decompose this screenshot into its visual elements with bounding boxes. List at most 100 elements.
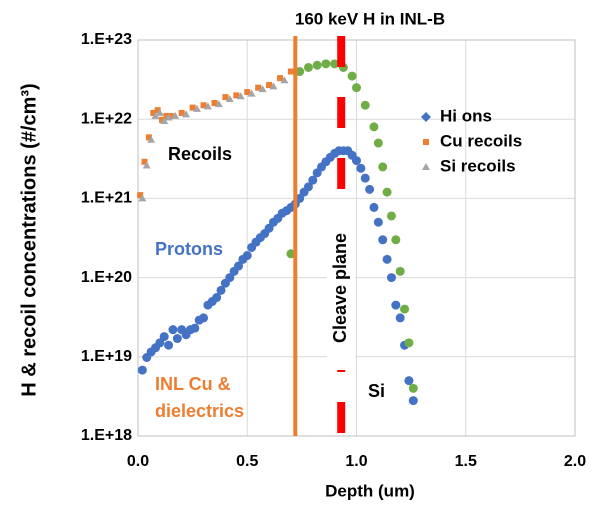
plot-frame xyxy=(137,39,576,437)
marker xyxy=(182,110,191,118)
marker xyxy=(295,193,305,203)
marker xyxy=(400,304,410,314)
marker xyxy=(247,89,256,97)
legend-label: Cu recoils xyxy=(440,131,522,150)
marker xyxy=(404,376,414,386)
marker xyxy=(192,104,201,112)
marker xyxy=(303,182,313,192)
marker xyxy=(369,202,379,212)
y-tick-label: 1.E+19 xyxy=(81,348,132,365)
marker xyxy=(321,59,331,69)
marker xyxy=(234,261,244,271)
marker xyxy=(269,82,278,90)
marker xyxy=(214,100,223,108)
legend-label: Hi ons xyxy=(440,106,492,125)
marker xyxy=(178,109,185,116)
marker xyxy=(422,163,430,170)
marker xyxy=(277,75,284,82)
marker xyxy=(203,102,212,110)
marker xyxy=(408,383,418,393)
marker xyxy=(373,138,383,148)
x-tick-label: 0.5 xyxy=(236,453,258,470)
marker xyxy=(168,325,178,335)
y-tick-label: 1.E+18 xyxy=(81,427,132,444)
marker xyxy=(142,161,151,169)
marker xyxy=(141,158,148,165)
marker xyxy=(266,82,273,89)
marker xyxy=(369,122,379,132)
marker xyxy=(199,313,209,323)
marker xyxy=(312,60,322,70)
marker xyxy=(258,85,267,93)
annotation: Recoils xyxy=(168,144,232,164)
marker xyxy=(244,89,251,96)
marker xyxy=(171,111,180,119)
marker xyxy=(137,192,144,199)
marker xyxy=(167,112,174,119)
marker xyxy=(395,313,405,323)
marker xyxy=(378,162,388,172)
marker xyxy=(151,111,160,119)
marker xyxy=(233,92,240,99)
marker xyxy=(280,76,289,84)
marker xyxy=(423,139,429,145)
marker xyxy=(378,235,388,245)
y-tick-label: 1.E+23 xyxy=(81,31,132,48)
marker xyxy=(356,163,366,173)
marker xyxy=(360,100,370,110)
marker xyxy=(303,62,313,72)
marker xyxy=(155,338,165,348)
annotation: Cleave plane xyxy=(330,233,350,343)
marker xyxy=(308,175,318,185)
legend-label: Si recoils xyxy=(440,156,516,175)
y-tick-label: 1.E+21 xyxy=(81,190,132,207)
annotation: Si xyxy=(368,381,385,401)
marker xyxy=(286,249,296,259)
marker xyxy=(360,173,370,183)
marker xyxy=(172,334,182,344)
marker xyxy=(160,116,169,124)
marker xyxy=(421,112,431,122)
x-tick-label: 1.5 xyxy=(455,453,477,470)
marker xyxy=(200,102,207,109)
annotation: Protons xyxy=(155,239,223,259)
marker xyxy=(163,112,170,119)
marker xyxy=(408,396,418,406)
marker xyxy=(190,323,200,333)
marker xyxy=(242,251,252,261)
marker xyxy=(352,83,361,93)
x-tick-label: 2.0 xyxy=(564,453,586,470)
marker xyxy=(386,273,396,283)
y-tick-label: 1.E+22 xyxy=(81,110,132,127)
marker xyxy=(159,116,166,123)
marker xyxy=(236,92,245,100)
marker xyxy=(147,135,156,143)
y-tick-label: 1.E+20 xyxy=(81,269,132,286)
marker xyxy=(155,108,164,116)
marker xyxy=(189,104,196,111)
marker xyxy=(386,211,396,221)
marker xyxy=(138,194,147,202)
marker xyxy=(287,68,294,75)
marker xyxy=(164,113,173,121)
marker xyxy=(212,293,222,303)
marker xyxy=(154,107,161,114)
marker xyxy=(365,184,375,194)
marker xyxy=(352,156,361,166)
x-axis-label: Depth (um) xyxy=(325,481,415,500)
marker xyxy=(145,134,152,141)
marker xyxy=(391,300,401,310)
marker xyxy=(222,94,229,101)
marker xyxy=(295,67,305,77)
marker xyxy=(137,365,147,375)
marker xyxy=(404,338,414,348)
annotation: dielectrics xyxy=(155,401,244,421)
marker xyxy=(255,84,262,91)
annotation: INL Cu & xyxy=(155,374,231,394)
marker xyxy=(159,332,169,342)
chart-title: 160 keV H in INL-B xyxy=(295,9,445,28)
marker xyxy=(211,100,218,107)
marker xyxy=(382,187,392,197)
marker xyxy=(395,266,405,276)
